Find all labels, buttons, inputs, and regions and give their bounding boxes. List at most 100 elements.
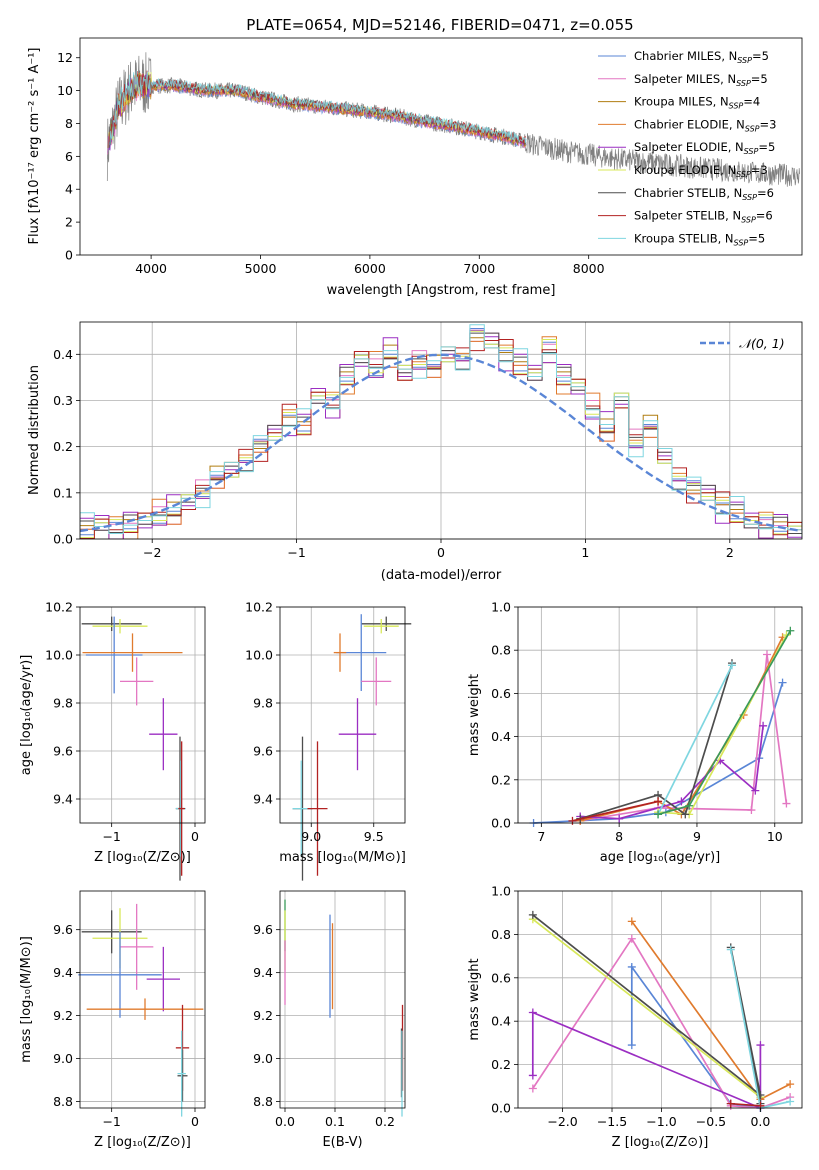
- x-tick-label: −1: [287, 545, 305, 560]
- x-axis-label: wavelength [Angstrom, rest frame]: [327, 283, 556, 298]
- legend-suffix: =6: [756, 209, 773, 223]
- x-tick-label: 8000: [573, 261, 605, 276]
- y-axis-label: Flux [fλ10⁻¹⁷ erg cm⁻² s⁻¹ A⁻¹]: [27, 48, 42, 245]
- legend-text: Salpeter MILES, N: [634, 72, 736, 86]
- age-vs-metallicity-panel: −1 0 9.4 9.6 9.8 10.0 10.2 Z [log₁₀(Z/Z⊙)] age […: [19, 600, 206, 881]
- legend-text: Salpeter STELIB, N: [634, 209, 741, 223]
- x-axis-label: E(B-V): [322, 1135, 362, 1150]
- y-tick-label: 0.6: [491, 686, 511, 701]
- legend-subscript: SSP: [736, 170, 751, 179]
- plot-marks: [284, 899, 404, 1117]
- data-point: [747, 806, 756, 815]
- legend-label: Kroupa STELIB, NSSP=5: [634, 231, 765, 247]
- data-point: [756, 1041, 765, 1050]
- legend-suffix: =5: [751, 72, 768, 86]
- y-tick-label: 0.2: [491, 1057, 511, 1072]
- data-point: [786, 1080, 795, 1089]
- y-axis-label: mass weight: [467, 674, 482, 756]
- x-tick-label: 8: [615, 829, 623, 844]
- x-axis-label: Z [log₁₀(Z/Z⊙)]: [94, 850, 191, 865]
- axes-frame: [79, 606, 206, 824]
- x-tick-label: 0: [191, 1114, 199, 1129]
- x-tick-label: 4000: [135, 261, 167, 276]
- model-spectrum-line: [109, 70, 527, 146]
- x-tick-label: 0.1: [325, 1114, 345, 1129]
- data-point: [786, 1097, 795, 1106]
- y-tick-label: 1.0: [491, 600, 511, 615]
- y-tick-label: 9.4: [253, 792, 273, 807]
- x-tick-label: −2: [143, 545, 161, 560]
- legend-label: Chabrier MILES, NSSP=5: [634, 49, 769, 65]
- y-tick-label: 9.6: [53, 744, 73, 759]
- data-point: [778, 678, 787, 687]
- plot-marks: [528, 910, 795, 1112]
- legend-subscript: SSP: [729, 102, 744, 111]
- y-tick-label: 0.2: [491, 772, 511, 787]
- x-tick-label: −1: [102, 1114, 120, 1129]
- data-point: [786, 626, 795, 635]
- legend-text: Kroupa ELODIE, N: [634, 163, 736, 177]
- series-line: [572, 800, 659, 822]
- x-tick-label: 1: [581, 545, 589, 560]
- y-tick-label: 10.2: [45, 600, 73, 615]
- y-tick-label: 10: [57, 83, 73, 98]
- series-line: [630, 964, 762, 1109]
- data-point: [627, 934, 636, 943]
- data-point: [615, 814, 624, 823]
- x-axis-label: Z [log₁₀(Z/Z⊙)]: [612, 1135, 709, 1150]
- x-tick-label: −1: [102, 829, 120, 844]
- x-axis-label: Z [log₁₀(Z/Z⊙)]: [94, 1135, 191, 1150]
- data-point: [528, 1008, 537, 1017]
- x-axis-label: mass [log₁₀(M/M⊙)]: [279, 850, 406, 865]
- data-point: [727, 661, 736, 670]
- legend-label: Kroupa MILES, NSSP=4: [634, 95, 760, 111]
- y-tick-label: 9.4: [253, 965, 273, 980]
- legend-subscript: SSP: [745, 124, 760, 133]
- legend-suffix: =6: [757, 186, 774, 200]
- legend-suffix: =3: [760, 117, 777, 131]
- y-tick-label: 0: [65, 248, 73, 263]
- y-tick-label: 0.1: [53, 485, 73, 500]
- chart-title: PLATE=0654, MJD=52146, FIBERID=0471, z=0…: [246, 16, 633, 34]
- plot-marks: [78, 903, 204, 1117]
- legend-label: Chabrier ELODIE, NSSP=3: [634, 117, 776, 133]
- histogram-step: [80, 339, 802, 539]
- data-point: [654, 810, 663, 819]
- series-line: [532, 918, 761, 1098]
- data-point: [681, 810, 690, 819]
- x-tick-label: −0.5: [696, 1114, 726, 1129]
- legend-suffix: =5: [748, 231, 765, 245]
- y-tick-label: 9.0: [253, 1051, 273, 1066]
- data-point: [654, 797, 663, 806]
- y-tick-label: 9.0: [53, 1051, 73, 1066]
- x-tick-label: 0: [437, 545, 445, 560]
- legend-text: Chabrier MILES, N: [634, 49, 737, 63]
- data-point: [685, 801, 694, 810]
- legend-subscript: SSP: [744, 147, 759, 156]
- legend-label: 𝒩(0, 1): [739, 336, 785, 351]
- series-line: [730, 1102, 761, 1107]
- data-point: [677, 797, 686, 806]
- legend: 𝒩(0, 1): [700, 336, 785, 351]
- y-tick-label: 0.4: [53, 347, 73, 362]
- legend-subscript: SSP: [742, 193, 757, 202]
- y-tick-label: 0.6: [491, 970, 511, 985]
- data-point: [627, 1041, 636, 1050]
- x-tick-label: 0.0: [750, 1114, 770, 1129]
- normal-curve: [79, 353, 803, 533]
- y-tick-label: 9.2: [53, 1008, 73, 1023]
- legend-text: Kroupa MILES, N: [634, 95, 729, 109]
- y-tick-label: 10.2: [245, 600, 273, 615]
- axes-frame: [79, 890, 206, 1109]
- y-tick-label: 2: [65, 215, 73, 230]
- data-point: [726, 945, 735, 954]
- y-tick-label: 10.0: [45, 648, 73, 663]
- y-tick-label: 8.8: [253, 1094, 273, 1109]
- data-point: [726, 1099, 735, 1108]
- y-tick-label: 0.0: [491, 816, 511, 831]
- legend-suffix: =5: [752, 49, 769, 63]
- legend-label: Chabrier STELIB, NSSP=6: [634, 186, 774, 202]
- y-tick-label: 1.0: [491, 884, 511, 899]
- legend-label: Salpeter ELODIE, NSSP=5: [634, 140, 775, 156]
- data-point: [528, 1084, 537, 1093]
